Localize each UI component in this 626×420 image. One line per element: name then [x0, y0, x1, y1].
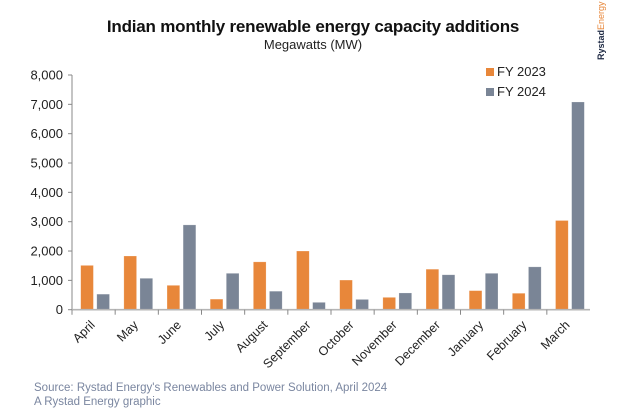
- bar-fy-2024: [441, 274, 456, 310]
- y-tick-label: 0: [56, 302, 63, 317]
- bar-fy-2023: [296, 250, 310, 310]
- bar-fy-2023: [209, 298, 224, 310]
- bar-fy-2024: [312, 302, 326, 311]
- y-tick-label: 2,000: [30, 244, 63, 259]
- bar-fy-2023: [468, 290, 483, 310]
- bar-fy-2023: [253, 261, 267, 311]
- y-tick-label: 3,000: [30, 214, 63, 229]
- bar-fy-2023: [123, 255, 137, 311]
- legend-label: FY 2024: [497, 84, 546, 99]
- bar-fy-2024: [269, 290, 283, 311]
- x-category-label: April: [70, 318, 98, 346]
- x-category-label: July: [202, 317, 228, 343]
- x-category-label: August: [233, 318, 271, 356]
- x-category-label: January: [445, 317, 487, 359]
- bar-fy-2023: [555, 220, 569, 311]
- y-tick-label: 6,000: [30, 126, 63, 141]
- bar-fy-2024: [226, 273, 240, 311]
- source-note: Source: Rystad Energy's Renewables and P…: [34, 382, 388, 394]
- bar-fy-2023: [425, 268, 440, 311]
- legend-label: FY 2023: [497, 64, 546, 79]
- bar-fy-2023: [512, 292, 526, 310]
- bar-fy-2024: [528, 266, 542, 310]
- bar-fy-2024: [355, 299, 369, 311]
- bar-fy-2024: [398, 292, 412, 311]
- legend-swatch: [486, 88, 494, 96]
- x-category-label: December: [392, 318, 443, 369]
- y-tick-label: 5,000: [30, 156, 63, 171]
- y-tick-label: 1,000: [30, 273, 63, 288]
- y-tick-label: 8,000: [30, 68, 63, 83]
- bar-fy-2024: [571, 101, 585, 311]
- bar-fy-2024: [96, 293, 110, 310]
- x-category-label: June: [155, 318, 184, 347]
- x-category-label: October: [315, 318, 356, 359]
- bar-fy-2023: [166, 285, 181, 311]
- chart-subtitle: Megawatts (MW): [263, 37, 363, 52]
- credit-note: A Rystad Energy graphic: [34, 396, 161, 408]
- bar-fy-2023: [339, 279, 353, 310]
- bar-fy-2024: [182, 224, 197, 311]
- footer: Source: Rystad Energy's Renewables and P…: [34, 381, 387, 409]
- x-category-label: May: [114, 317, 141, 344]
- bar-fy-2023: [80, 265, 94, 310]
- chart-title: Indian monthly renewable energy capacity…: [106, 17, 520, 36]
- y-tick-label: 4,000: [30, 185, 63, 200]
- bar-fy-2024: [484, 273, 499, 311]
- legend-swatch: [486, 68, 494, 76]
- y-tick-label: 7,000: [30, 97, 63, 112]
- bar-fy-2024: [139, 278, 153, 310]
- x-category-label: February: [484, 317, 530, 363]
- x-category-label: November: [349, 318, 400, 369]
- x-category-label: March: [538, 318, 572, 352]
- bar-fy-2023: [382, 297, 396, 310]
